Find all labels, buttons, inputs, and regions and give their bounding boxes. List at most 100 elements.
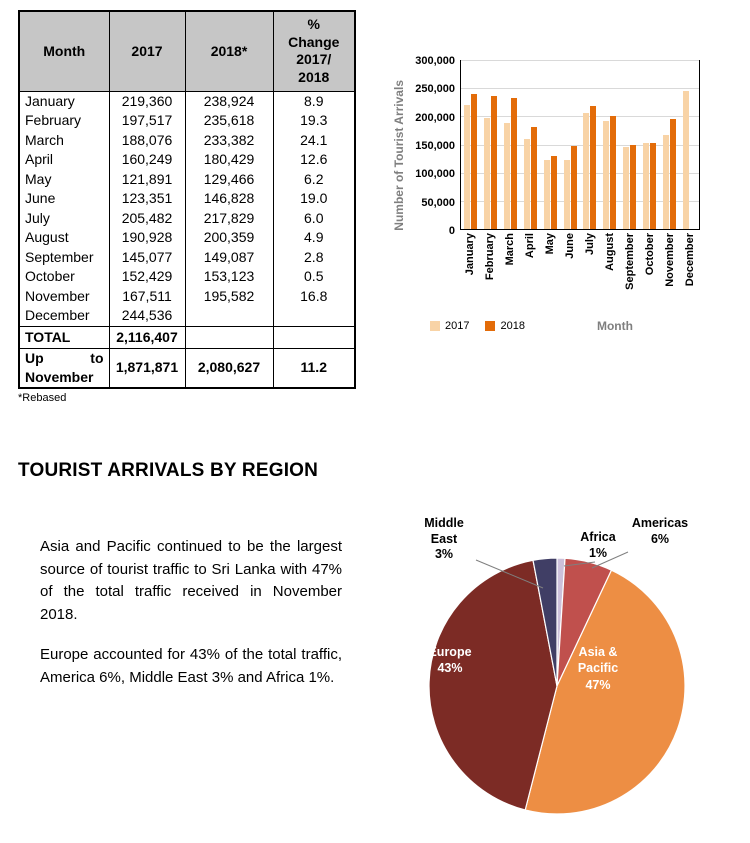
y-axis-tick-label: 0 — [448, 225, 455, 237]
table-cell: December — [18, 306, 110, 326]
table-cell: 4.9 — [272, 228, 356, 248]
pie-label-africa: Africa 1% — [570, 530, 626, 561]
legend-swatch-2017 — [430, 321, 440, 331]
table-cell: 19.0 — [272, 189, 356, 209]
pie-label-asia-pacific: Asia & Pacific 47% — [562, 644, 634, 693]
total-2018 — [184, 325, 274, 348]
bar-2017 — [464, 105, 471, 229]
bar-2018 — [570, 146, 577, 229]
total-2017: 2,116,407 — [108, 325, 186, 348]
bar-x-labels: January February March April May June July Augu… — [460, 233, 700, 313]
table-row: November 167,511 195,582 16.8 — [18, 286, 356, 306]
table-cell: 180,429 — [184, 150, 274, 170]
x-axis-label: September — [623, 233, 636, 290]
bottom-section: Asia and Pacific continued to be the lar… — [0, 506, 750, 818]
pie-label-asia-pacific-name: Asia & Pacific — [577, 645, 619, 676]
table-row: April 160,249 180,429 12.6 — [18, 150, 356, 170]
table-cell: 0.5 — [272, 267, 356, 287]
bar-plot-area — [460, 60, 700, 230]
bar-group-january — [461, 60, 481, 229]
y-axis-tick-label: 300,000 — [415, 55, 455, 67]
gridline — [461, 172, 699, 174]
table-cell: 205,482 — [108, 208, 186, 228]
bar-group-june — [560, 60, 580, 229]
table-cell: 2.8 — [272, 247, 356, 267]
bar-y-labels: 0 50,000 100,000 150,000 200,000 250,000 300,0… — [406, 55, 460, 237]
bar-2018 — [511, 97, 518, 229]
bar-2018 — [530, 127, 537, 229]
bar-2018 — [471, 94, 478, 229]
legend-label-2018: 2018 — [500, 320, 525, 332]
bar-2017 — [504, 123, 511, 229]
bar-gridlines — [461, 60, 699, 229]
x-axis-title: Month — [596, 319, 633, 333]
x-axis-label: December — [683, 233, 696, 287]
bar-2017 — [523, 138, 530, 229]
pie-slice-middle-east — [532, 557, 558, 687]
bar-group-february — [481, 60, 501, 229]
x-axis-label: February — [483, 233, 496, 281]
bar-group-november — [659, 60, 679, 229]
up-to-november-row: Up to November 1,871,871 2,080,627 11.2 — [18, 347, 356, 388]
y-axis-tick-label: 250,000 — [415, 83, 455, 96]
table-cell: July — [18, 208, 110, 228]
table-cell: 6.0 — [272, 208, 356, 228]
total-change — [272, 325, 356, 348]
bar-chart-body: Number of Tourist Arrivals 0 50,000 100,00… — [392, 55, 700, 313]
x-axis-label: November — [663, 233, 676, 287]
table-cell: April — [18, 150, 110, 170]
bar-group-march — [501, 60, 521, 229]
table-row: January 219,360 238,924 8.9 — [18, 91, 356, 111]
table-header: Month 2017 2018* % Change 2017/ 2018 — [18, 11, 356, 92]
table-row: July 205,482 217,829 6.0 — [18, 208, 356, 228]
pie-slice-europe — [428, 559, 558, 811]
x-label-cell: July — [580, 233, 600, 313]
table-cell: 200,359 — [184, 228, 274, 248]
leader-line-americas — [591, 551, 629, 569]
gridline — [461, 144, 699, 146]
pie-label-americas: Americas 6% — [624, 516, 696, 547]
leader-line-middle-east — [475, 559, 544, 589]
paragraph-asia-pacific: Asia and Pacific continued to be the lar… — [40, 538, 342, 623]
table-cell: 160,249 — [108, 150, 186, 170]
bar-2018 — [669, 118, 676, 229]
bar-2017 — [623, 147, 630, 229]
x-label-cell: April — [520, 233, 540, 313]
monthly-arrivals-table: Month 2017 2018* % Change 2017/ 2018 Jan… — [18, 10, 356, 389]
bar-chart: Number of Tourist Arrivals 0 50,000 100,00… — [392, 55, 700, 333]
bar-group-september — [620, 60, 640, 229]
bar-2017 — [662, 134, 669, 229]
pie-label-middle-east: Middle East 3% — [412, 516, 476, 563]
table-cell: May — [18, 169, 110, 189]
gridline — [461, 60, 699, 61]
paragraph-europe: Europe accounted for 43% of the total tr… — [40, 646, 342, 686]
pie-label-americas-pct: 6% — [650, 531, 670, 546]
table-cell: 167,511 — [108, 286, 186, 306]
table-cell: 152,429 — [108, 267, 186, 287]
region-text: Asia and Pacific continued to be the lar… — [40, 536, 342, 818]
table-cell: 219,360 — [108, 91, 186, 111]
legend-item-2018: 2018 — [485, 320, 525, 332]
table-cell: 238,924 — [184, 91, 274, 111]
table-cell: January — [18, 91, 110, 111]
y-axis-tick-label: 150,000 — [415, 140, 455, 152]
table-cell: 16.8 — [272, 286, 356, 306]
table-cell: 188,076 — [108, 130, 186, 150]
total-row: TOTAL 2,116,407 — [18, 325, 356, 348]
bar-2017 — [682, 91, 689, 229]
pie-chart: Middle East 3% Africa 1% Americas 6% Eur… — [392, 506, 722, 818]
table-cell: 217,829 — [184, 208, 274, 228]
x-axis-label: August — [603, 233, 616, 271]
bar-group-july — [580, 60, 600, 229]
y-axis-tick-label: 200,000 — [415, 111, 455, 124]
pie-label-europe-name: Europe — [428, 645, 472, 659]
table-row: June 123,351 146,828 19.0 — [18, 189, 356, 209]
table-cell: 12.6 — [272, 150, 356, 170]
table-cell: 146,828 — [184, 189, 274, 209]
table-cell — [272, 306, 356, 326]
legend-label-2017: 2017 — [445, 320, 470, 332]
x-label-cell: October — [640, 233, 660, 313]
bar-groups — [461, 60, 699, 229]
pie-label-americas-name: Americas — [631, 516, 689, 530]
table-cell: March — [18, 130, 110, 150]
